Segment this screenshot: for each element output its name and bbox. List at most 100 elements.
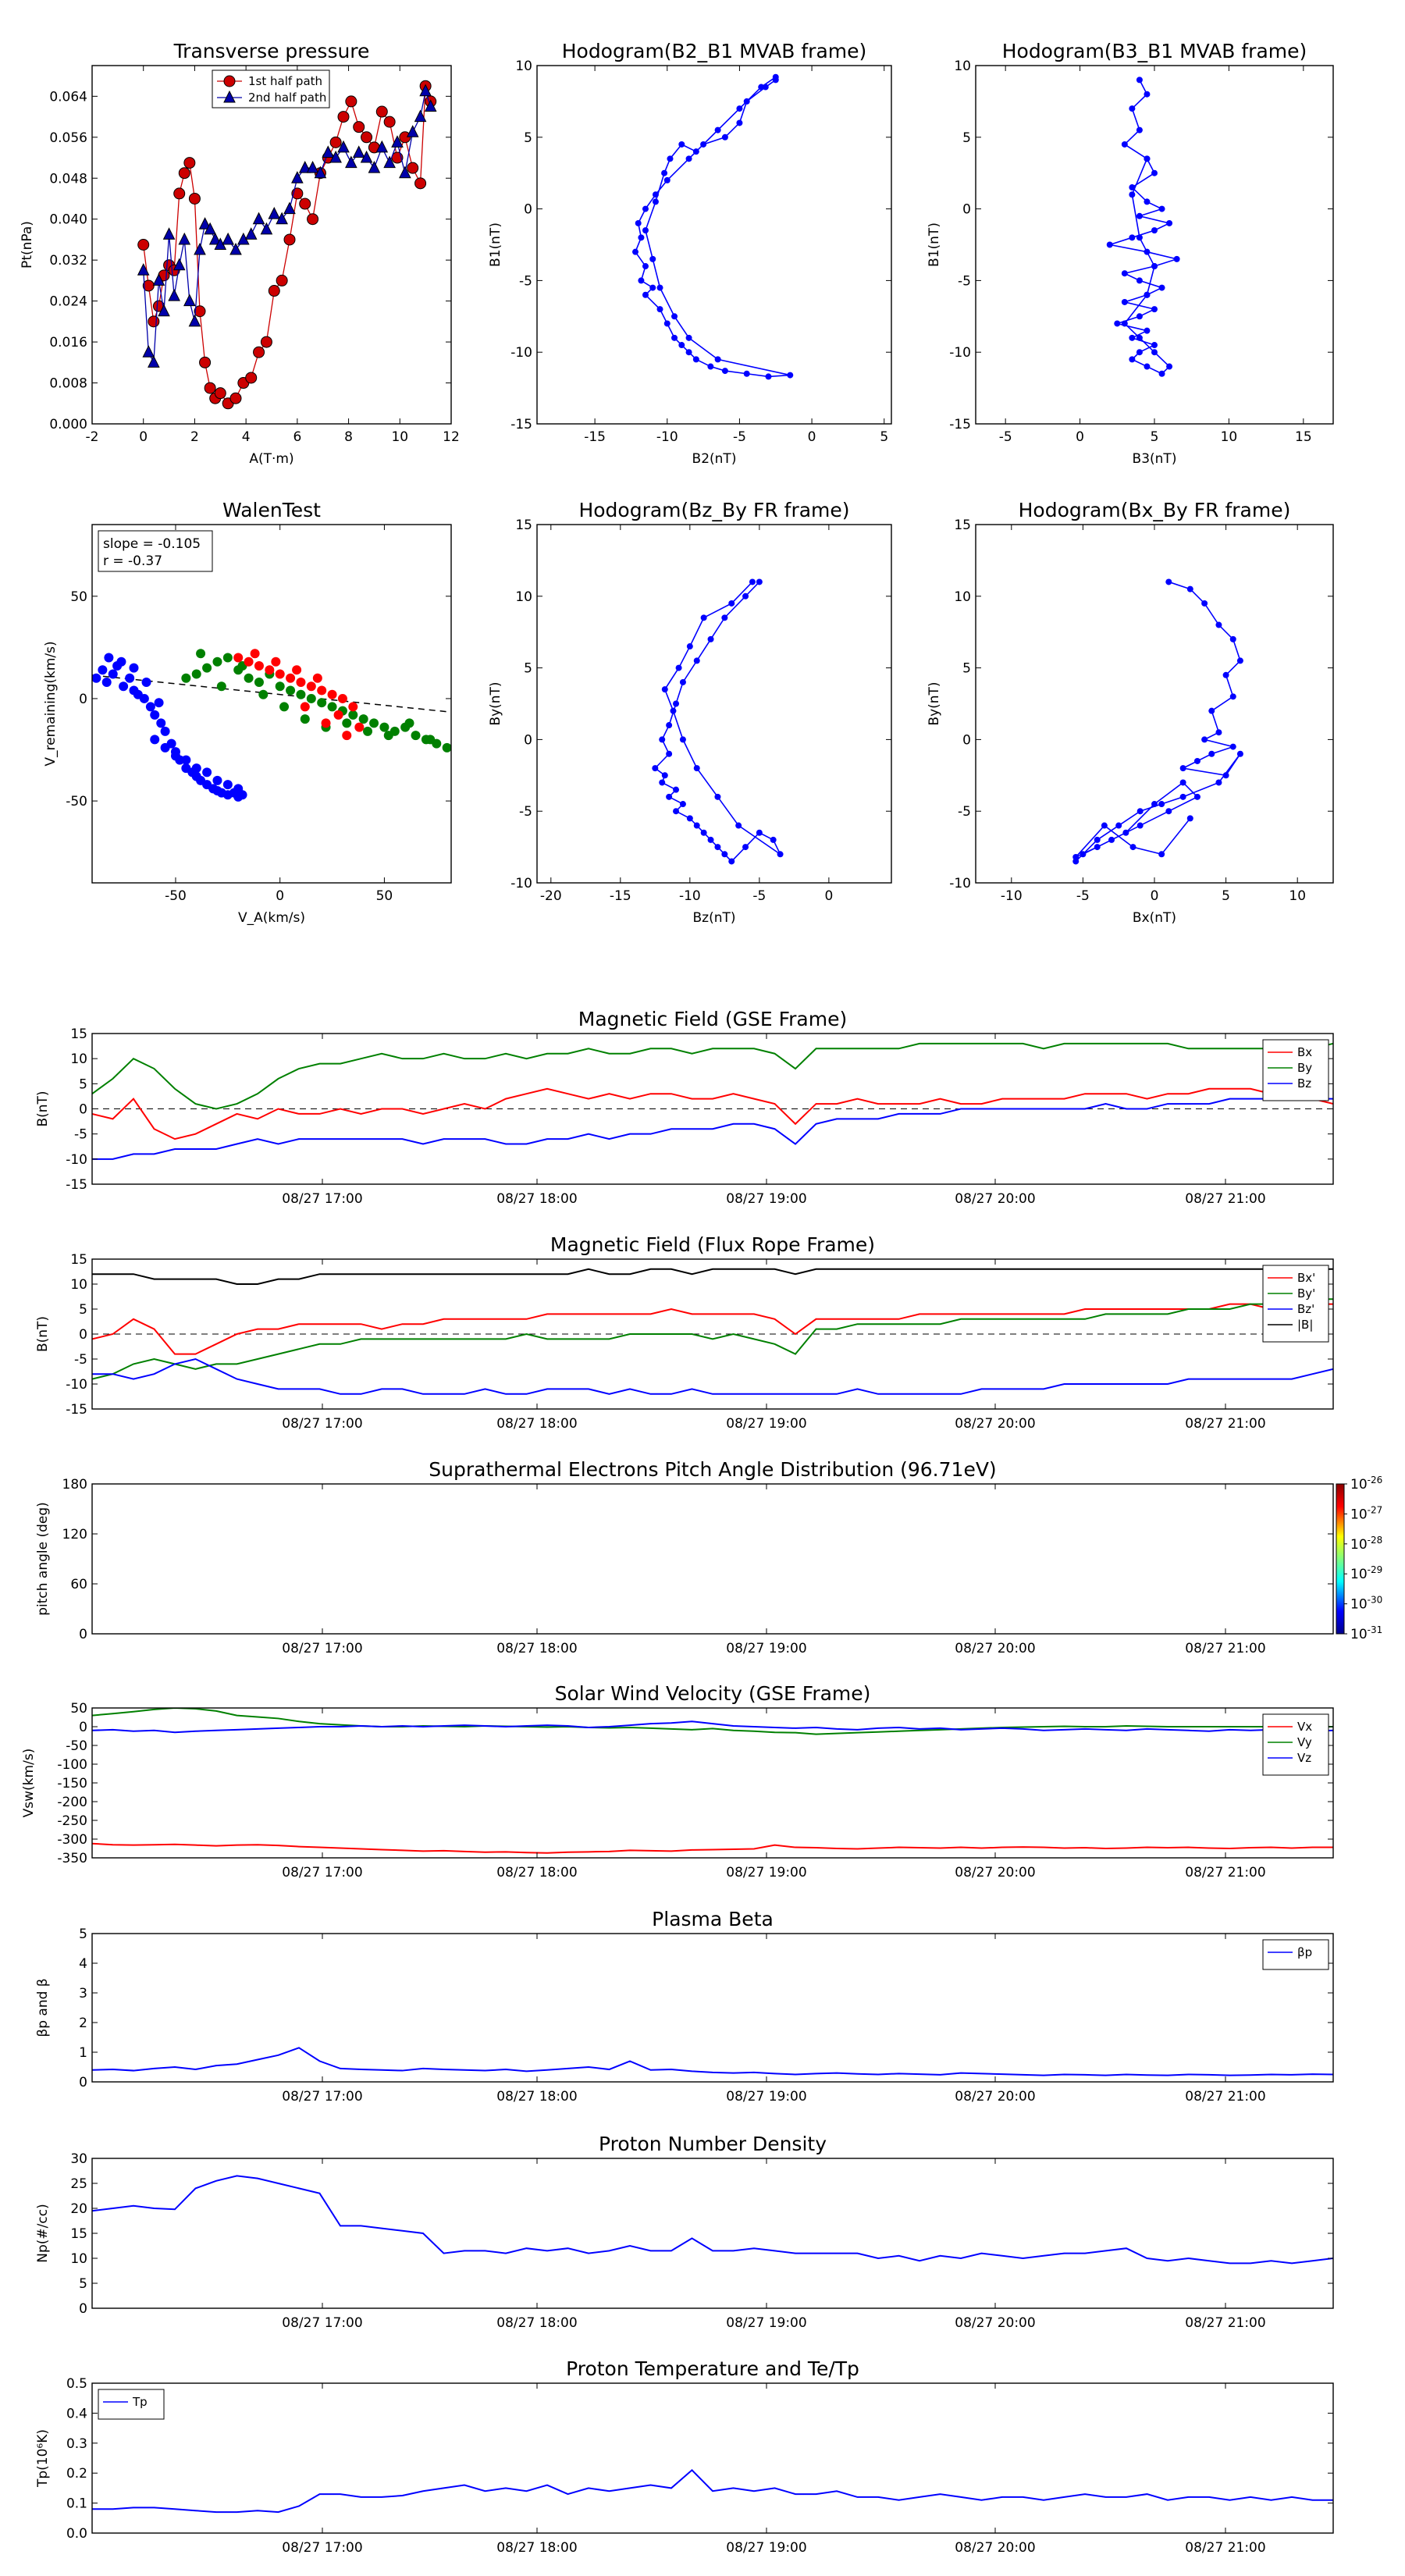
wt-series-0-point bbox=[150, 710, 160, 720]
h2-ytick-label: -5 bbox=[958, 273, 971, 289]
wt-series-0-point bbox=[119, 681, 129, 692]
wt-series-0-point bbox=[202, 767, 212, 777]
wt-series-2-point bbox=[254, 660, 264, 671]
tp-series-1-point bbox=[352, 145, 365, 158]
h2-ytick-label: -10 bbox=[949, 345, 971, 361]
tp-series-1-point bbox=[178, 232, 191, 245]
np-title: Proton Number Density bbox=[599, 2133, 827, 2155]
tp-series-0-point bbox=[307, 213, 319, 226]
mgse-xtick-label: 08/27 17:00 bbox=[282, 1191, 362, 1207]
h2-series-0-point bbox=[1136, 277, 1143, 284]
h1-series-0-point bbox=[762, 84, 769, 91]
h4-xtick-label: 0 bbox=[1151, 888, 1159, 904]
wt-series-2-point bbox=[244, 656, 254, 667]
np-axes-frame bbox=[91, 2158, 1334, 2309]
h2-series-0-point bbox=[1121, 298, 1128, 305]
tp-ytick-label: 0.048 bbox=[49, 171, 87, 187]
tp-series-1-point bbox=[268, 207, 281, 219]
wt-series-0-point bbox=[139, 693, 149, 703]
pad-ytick-label: 120 bbox=[62, 1527, 87, 1542]
h4-xtick-label: -10 bbox=[1001, 888, 1023, 904]
beta-legend-entry: βp bbox=[1297, 1945, 1312, 1959]
h2-series-0-point bbox=[1151, 227, 1158, 234]
h4-series-0-point bbox=[1193, 757, 1200, 764]
tp-series-1-point bbox=[252, 212, 265, 225]
h3-axes-frame bbox=[536, 524, 892, 884]
h3-series-0-point bbox=[756, 829, 763, 836]
vsw-series-2-line bbox=[92, 1720, 1333, 1734]
vsw-ytick-label: 50 bbox=[70, 1701, 87, 1717]
h1-ytick-label: 0 bbox=[524, 202, 532, 218]
h2-ytick-label: 10 bbox=[954, 59, 971, 74]
wt-series-1-point bbox=[442, 742, 451, 753]
wt-series-0-point bbox=[212, 775, 222, 785]
beta-ytick-label: 3 bbox=[79, 1986, 87, 2001]
beta-ytick-label: 1 bbox=[79, 2045, 87, 2061]
tp-ytick-label: 0.000 bbox=[49, 417, 87, 432]
h2-series-0-point bbox=[1151, 342, 1158, 349]
tp-ytick-label: 0.040 bbox=[49, 212, 87, 228]
h1-series-0-point bbox=[736, 105, 743, 112]
tp2-panel: Proton Temperature and Te/Tp Tp(10⁶K) 0.0 0… bbox=[35, 2357, 1334, 2556]
tp-series-1-point bbox=[414, 109, 427, 123]
tp-xtick-label: 12 bbox=[443, 429, 460, 445]
tp2-ytick-label: 0.5 bbox=[66, 2376, 87, 2392]
tp-xlabel: A(T·m) bbox=[249, 451, 293, 467]
tp-series-1-point bbox=[198, 217, 212, 229]
h4-ytick-label: 0 bbox=[962, 732, 971, 748]
wt-series-0-point bbox=[160, 742, 170, 753]
h3-series-0-point bbox=[721, 614, 728, 621]
tp2-xtick-label: 08/27 17:00 bbox=[282, 2540, 362, 2556]
tp-series-1-point bbox=[399, 165, 411, 179]
mgse-ylabel: B(nT) bbox=[35, 1091, 51, 1126]
h4-series-0-point bbox=[1208, 707, 1215, 714]
np-ytick-label: 5 bbox=[79, 2276, 87, 2292]
vsw-xtick-label: 08/27 20:00 bbox=[955, 1865, 1035, 1880]
wt-annotation: slope = -0.105 bbox=[103, 536, 201, 552]
h3-series-0-point bbox=[700, 614, 707, 621]
np-ytick-label: 10 bbox=[70, 2251, 87, 2267]
mfr-series-1-line bbox=[92, 1298, 1333, 1380]
tp-series-0-point bbox=[178, 167, 190, 180]
wt-series-2-point bbox=[342, 731, 352, 741]
mgse-xtick-label: 08/27 20:00 bbox=[955, 1191, 1035, 1207]
mfr-series-2-line bbox=[92, 1357, 1333, 1395]
h2-series-0-point bbox=[1144, 248, 1151, 255]
pad-colorbar-label: 10-28 bbox=[1350, 1535, 1382, 1553]
pad-ytick-label: 0 bbox=[79, 1627, 87, 1642]
h2-series-0-point bbox=[1129, 184, 1136, 191]
h1-series-0-point bbox=[685, 155, 692, 162]
tp-series-1-point bbox=[148, 355, 160, 368]
tp-ytick-label: 0.024 bbox=[49, 294, 87, 310]
mfr-series-0-line bbox=[92, 1303, 1333, 1355]
beta-ytick-label: 5 bbox=[79, 1927, 87, 1942]
tp-series-1-point bbox=[360, 150, 373, 163]
pad-colorbar bbox=[1336, 1483, 1345, 1635]
pad-xtick-label: 08/27 20:00 bbox=[955, 1641, 1035, 1656]
h1-series-0-point bbox=[656, 306, 663, 313]
h3-series-0-point bbox=[742, 592, 749, 600]
wt-series-1-point bbox=[358, 714, 368, 724]
np-series-0-line bbox=[92, 2175, 1333, 2265]
h1-series-0-point bbox=[678, 342, 685, 349]
h3-series-0-point bbox=[666, 793, 673, 800]
wt-series-1-point bbox=[379, 722, 389, 732]
h2-series-0-point bbox=[1158, 205, 1165, 212]
np-ytick-label: 25 bbox=[70, 2176, 87, 2192]
h4-series-0-point bbox=[1201, 736, 1208, 743]
h3-series-0-point bbox=[670, 707, 677, 714]
mfr-ytick-label: 5 bbox=[79, 1302, 87, 1318]
wt-annotation: r = -0.37 bbox=[103, 553, 162, 569]
np-xtick-label: 08/27 20:00 bbox=[955, 2315, 1035, 2331]
tp-series-0-point bbox=[245, 372, 258, 384]
h3-series-0-point bbox=[652, 765, 659, 772]
h1-ytick-label: 5 bbox=[524, 130, 532, 146]
h2-xtick-label: -5 bbox=[999, 429, 1012, 445]
mgse-legend-entry: Bz bbox=[1297, 1076, 1311, 1091]
h3-xtick-label: 0 bbox=[824, 888, 833, 904]
h4-series-0-point bbox=[1229, 743, 1236, 750]
wt-ytick-label: -50 bbox=[66, 794, 87, 809]
pad-title: Suprathermal Electrons Pitch Angle Distr… bbox=[429, 1458, 996, 1481]
h3-xlabel: Bz(nT) bbox=[692, 910, 735, 926]
h3-series-0-point bbox=[661, 686, 668, 693]
